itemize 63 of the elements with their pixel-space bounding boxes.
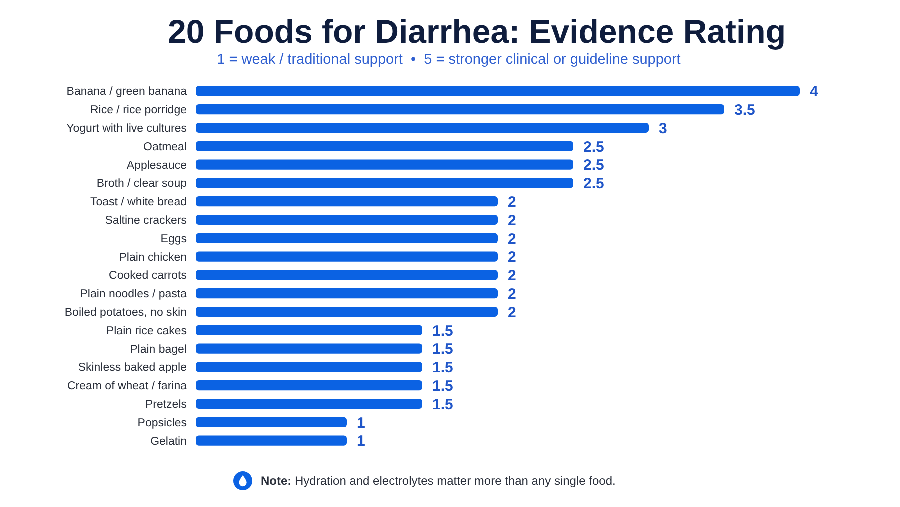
- y-tick-label: Rice / rice porridge: [90, 104, 187, 117]
- data-label: 1.5: [432, 341, 454, 358]
- bar: [196, 436, 347, 446]
- y-tick-label: Broth / clear soup: [96, 178, 187, 190]
- bar: [196, 178, 574, 188]
- bar: [196, 325, 422, 336]
- y-tick-label: Oatmeal: [144, 141, 187, 154]
- y-tick-label: Applesauce: [126, 160, 187, 172]
- y-tick-label: Cream of wheat / farina: [67, 380, 188, 393]
- y-tick-label: Eggs: [160, 233, 188, 246]
- bar: [196, 344, 422, 354]
- y-tick-label: Banana / green banana: [66, 86, 188, 98]
- y-tick-label: Pretzels: [145, 399, 188, 412]
- data-label: 1.5: [432, 322, 454, 340]
- y-tick-label: Boiled potatoes, no skin: [64, 307, 187, 320]
- bar: [196, 160, 574, 170]
- data-label: 2.5: [584, 138, 604, 156]
- data-label: 2: [508, 212, 516, 230]
- text: Note: Hydration and electrolytes matter more than any single food.: [261, 474, 616, 488]
- bar: [196, 104, 724, 115]
- y-tick-label: Skinless baked apple: [78, 362, 187, 374]
- chart-title: 20 Foods for Diarrhea: Evidence Rating: [168, 13, 786, 50]
- bar: [196, 86, 800, 96]
- data-label: 2.5: [584, 157, 604, 174]
- bar: [196, 270, 498, 280]
- chart-subtitle: 1 = weak / traditional support • 5 = stronger clinical or guideline support: [217, 52, 681, 68]
- data-label: 1.5: [432, 378, 454, 395]
- y-tick-label: Yogurt with live cultures: [66, 123, 188, 136]
- y-tick-label: Toast / white bread: [90, 196, 187, 209]
- y-tick-label: Plain rice cakes: [106, 325, 188, 338]
- bar: [196, 417, 347, 428]
- data-label: 2: [508, 230, 516, 248]
- y-tick-label: Cooked carrots: [109, 270, 188, 282]
- y-tick-label: Plain noodles / pasta: [80, 288, 188, 301]
- bar: [196, 122, 649, 134]
- data-label: 1: [357, 414, 366, 432]
- data-label: 2: [508, 194, 516, 211]
- bar: [196, 380, 422, 391]
- data-label: 4: [810, 84, 819, 101]
- data-label: 2: [508, 286, 516, 303]
- bar: [196, 233, 498, 244]
- bar: [196, 362, 422, 372]
- bar: [196, 214, 498, 226]
- data-label: 2: [508, 249, 516, 266]
- bar: [196, 141, 574, 152]
- data-label: 1.5: [432, 360, 454, 377]
- data-label: 1: [357, 433, 366, 450]
- data-label: 3: [659, 120, 668, 138]
- y-tick-label: Plain bagel: [130, 344, 187, 356]
- data-label: 2: [508, 268, 516, 285]
- bar: [196, 288, 498, 299]
- data-label: 1.5: [432, 396, 454, 414]
- bar: [196, 252, 498, 262]
- bar: [196, 398, 422, 410]
- data-label: 2: [508, 304, 516, 322]
- y-tick-label: Plain chicken: [119, 252, 187, 264]
- y-tick-label: Saltine crackers: [105, 215, 188, 228]
- bar: [196, 196, 498, 207]
- bar: [196, 306, 498, 318]
- y-tick-label: Gelatin: [150, 436, 187, 448]
- data-label: 3.5: [734, 102, 756, 119]
- y-tick-label: Popsicles: [138, 417, 188, 430]
- data-label: 2.5: [584, 176, 604, 193]
